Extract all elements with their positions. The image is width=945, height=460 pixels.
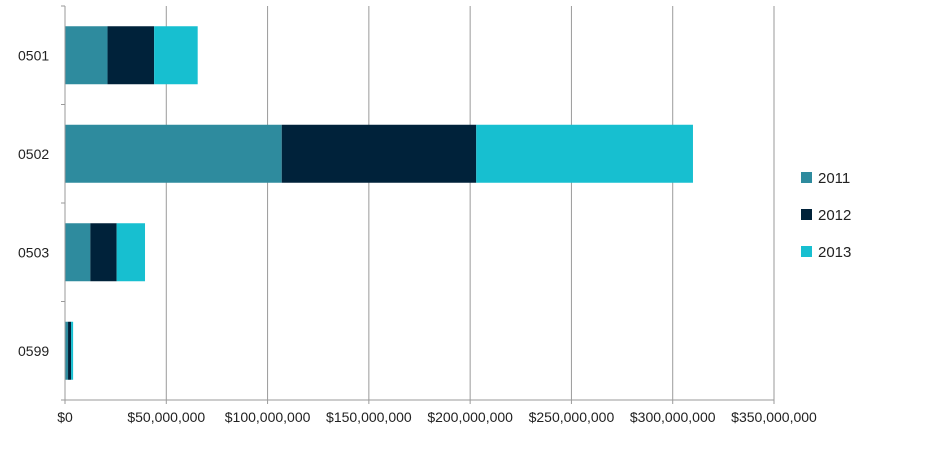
x-tick-label: $0 bbox=[57, 409, 73, 425]
axes bbox=[61, 5, 775, 404]
bar-segment-0503-2013 bbox=[116, 223, 146, 282]
y-tick-label: 0599 bbox=[18, 343, 49, 359]
legend-label: 2012 bbox=[818, 207, 851, 224]
legend-swatch bbox=[801, 246, 812, 257]
legend-swatch bbox=[801, 209, 812, 220]
x-tick-label: $200,000,000 bbox=[427, 409, 513, 425]
bar-segment-0501-2013 bbox=[154, 26, 198, 85]
x-tick-label: $50,000,000 bbox=[127, 409, 205, 425]
x-tick-label: $100,000,000 bbox=[225, 409, 311, 425]
bar-segment-0503-2012 bbox=[90, 223, 117, 282]
x-tick-label: $150,000,000 bbox=[326, 409, 412, 425]
bars bbox=[65, 26, 693, 380]
legend-label: 2013 bbox=[818, 244, 851, 261]
x-tick-label: $350,000,000 bbox=[731, 409, 817, 425]
legend-label: 2011 bbox=[818, 170, 850, 187]
y-tick-label: 0501 bbox=[18, 47, 49, 63]
bar-segment-0599-2013 bbox=[71, 321, 74, 380]
x-tick-label: $300,000,000 bbox=[630, 409, 716, 425]
x-tick-label: $250,000,000 bbox=[529, 409, 615, 425]
bar-segment-0502-2011 bbox=[65, 124, 282, 183]
y-tick-label: 0502 bbox=[18, 146, 49, 162]
legend: 2011 2012 2013 bbox=[801, 170, 851, 261]
bar-segment-0599-2011 bbox=[65, 321, 69, 380]
bar-segment-0502-2013 bbox=[476, 124, 693, 183]
bar-segment-0599-2012 bbox=[68, 321, 72, 380]
bar-segment-0501-2012 bbox=[107, 26, 155, 85]
legend-swatch bbox=[801, 172, 812, 183]
bar-segment-0501-2011 bbox=[65, 26, 108, 85]
y-tick-label: 0503 bbox=[18, 244, 49, 260]
bar-segment-0502-2012 bbox=[281, 124, 477, 183]
bar-segment-0503-2011 bbox=[65, 223, 91, 282]
grid-lines bbox=[165, 6, 775, 400]
axis-labels: 0501 0502 0503 0599 $0 $50,000,000 $100,000,00… bbox=[18, 47, 817, 425]
